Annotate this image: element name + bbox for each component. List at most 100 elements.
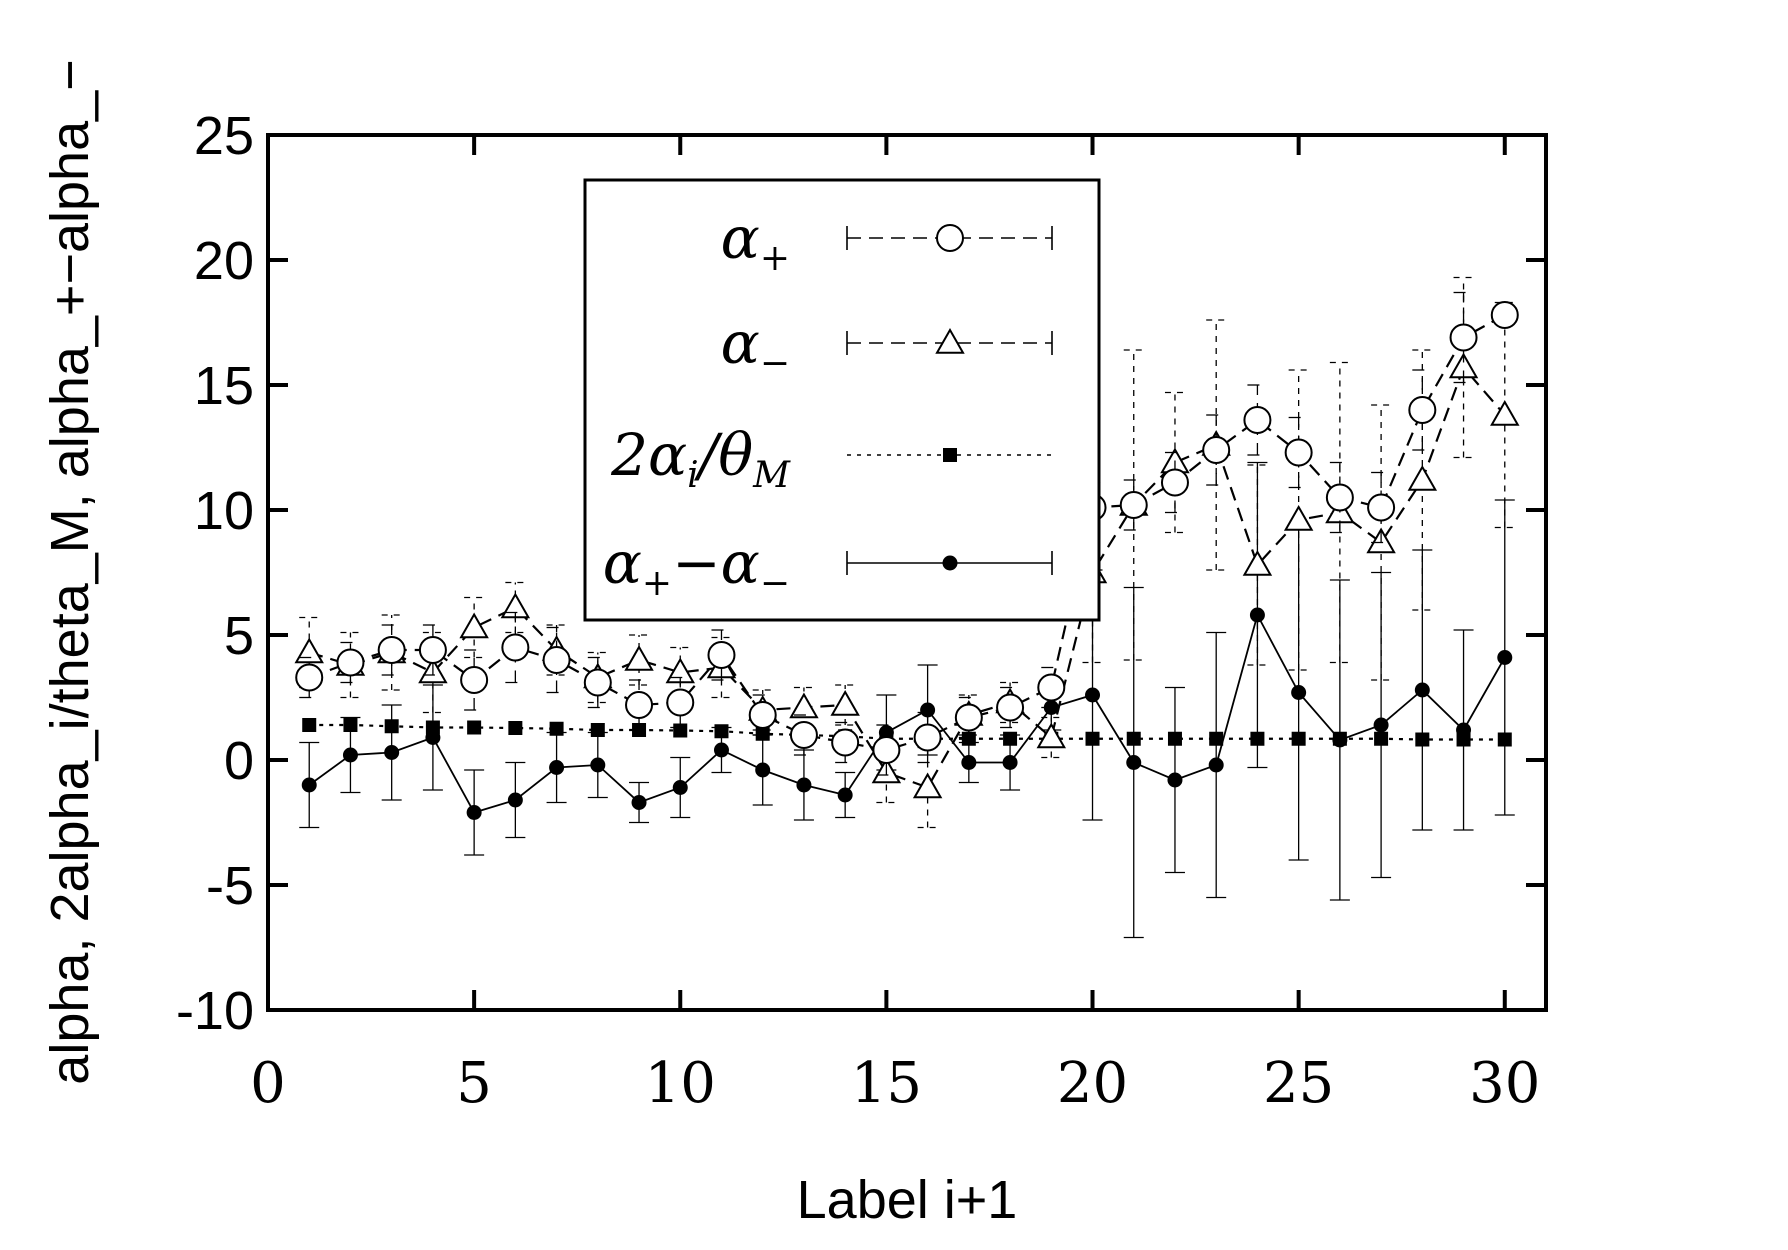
legend-label-0: α+ xyxy=(721,204,790,279)
data-point xyxy=(1414,682,1430,698)
legend-label-part: i xyxy=(687,455,699,496)
data-point xyxy=(1085,687,1101,703)
x-tick-label: 10 xyxy=(645,1051,716,1116)
data-point xyxy=(1119,491,1148,519)
data-point xyxy=(789,692,819,719)
x-tick-label: 30 xyxy=(1469,1051,1540,1116)
y-tick-label: 15 xyxy=(194,356,254,416)
series-layer xyxy=(294,276,1520,939)
y-tick-label: 20 xyxy=(194,231,254,291)
data-point xyxy=(583,668,612,697)
data-point xyxy=(377,636,406,664)
legend-label-part: α xyxy=(721,204,760,272)
data-point xyxy=(295,663,324,692)
data-point xyxy=(625,691,654,719)
data-point xyxy=(1167,772,1183,788)
axis-ticks: 0 5 10 15 20 25 30 -10 -5 0 5 10 15 20 25 xyxy=(176,106,1546,1116)
data-point xyxy=(1407,464,1438,491)
legend-label-part: /θ xyxy=(694,421,753,489)
data-point xyxy=(1291,685,1307,700)
data-point xyxy=(336,648,365,677)
data-point xyxy=(549,760,565,775)
data-point xyxy=(796,777,812,793)
data-point xyxy=(672,780,688,795)
legend-marker xyxy=(936,224,964,252)
data-point xyxy=(1332,732,1348,748)
legend-label-part: −α xyxy=(672,529,760,597)
data-point xyxy=(996,693,1025,722)
data-point xyxy=(1037,673,1066,702)
data-point xyxy=(507,792,523,808)
legend-label-part: − xyxy=(760,563,790,604)
legend-label-1: α− xyxy=(721,309,790,384)
legend-marker xyxy=(942,555,958,571)
legend-label-part: α xyxy=(721,309,760,377)
legend-marker xyxy=(943,448,957,462)
legend-marker xyxy=(935,327,965,354)
legend: α+α−2αi/θMα+−α− xyxy=(583,178,1101,622)
legend-label-part: 2α xyxy=(610,421,687,489)
legend-label-2: 2αi/θM xyxy=(610,421,791,496)
data-point xyxy=(501,633,530,662)
data-point xyxy=(961,755,977,770)
y-tick-label: 0 xyxy=(224,731,254,791)
x-tick-label: 5 xyxy=(456,1051,492,1116)
y-tick-label: 25 xyxy=(194,106,254,166)
data-point xyxy=(302,718,317,732)
data-point xyxy=(1449,323,1478,352)
x-axis-title: Label i+1 xyxy=(797,1170,1018,1230)
legend-label-part: M xyxy=(752,455,791,496)
data-point xyxy=(1126,755,1142,770)
legend-box xyxy=(583,178,1101,622)
data-point xyxy=(1242,549,1273,576)
data-point xyxy=(1367,493,1396,522)
data-point xyxy=(624,644,654,671)
data-point xyxy=(1036,722,1067,749)
y-tick-label: 5 xyxy=(224,606,254,666)
data-point xyxy=(631,795,647,810)
data-point xyxy=(466,805,482,820)
series-line xyxy=(308,612,1506,814)
data-point xyxy=(920,702,936,718)
data-point xyxy=(1456,722,1472,738)
y-tick-label: -5 xyxy=(206,856,254,916)
data-point xyxy=(666,688,695,717)
legend-label-part: + xyxy=(642,563,672,604)
data-point xyxy=(1202,436,1231,464)
legend-label-3: α+−α− xyxy=(603,529,790,604)
data-point xyxy=(1325,483,1354,512)
data-point xyxy=(789,721,818,749)
data-point xyxy=(384,745,400,760)
data-point xyxy=(1490,399,1520,426)
x-tick-label: 20 xyxy=(1057,1051,1128,1116)
x-tick-label: 0 xyxy=(250,1051,286,1116)
data-point xyxy=(508,721,523,735)
data-point xyxy=(342,747,358,763)
data-point xyxy=(1490,301,1519,329)
data-point xyxy=(1283,504,1314,531)
series-line xyxy=(309,723,1505,741)
data-point xyxy=(1284,438,1313,467)
plot-frame xyxy=(266,133,1548,1012)
data-point xyxy=(831,728,860,757)
data-point xyxy=(425,730,441,745)
data-point xyxy=(707,641,736,669)
data-point xyxy=(467,720,482,735)
data-point xyxy=(912,772,943,799)
data-point xyxy=(755,762,771,778)
data-point xyxy=(837,787,853,803)
data-point xyxy=(459,612,489,639)
data-point xyxy=(590,757,606,773)
data-point xyxy=(830,689,860,716)
data-point xyxy=(418,636,447,664)
data-point xyxy=(872,736,901,764)
data-point xyxy=(913,723,942,752)
data-point xyxy=(590,723,605,737)
legend-label-part: α xyxy=(603,529,642,597)
legend-label-part: + xyxy=(760,238,790,279)
data-point xyxy=(1497,650,1513,665)
y-axis-title: alpha, 2alpha_i/theta_M, alpha_+−alpha_− xyxy=(40,59,100,1084)
data-point xyxy=(1208,757,1224,773)
x-tick-label: 15 xyxy=(851,1051,922,1116)
